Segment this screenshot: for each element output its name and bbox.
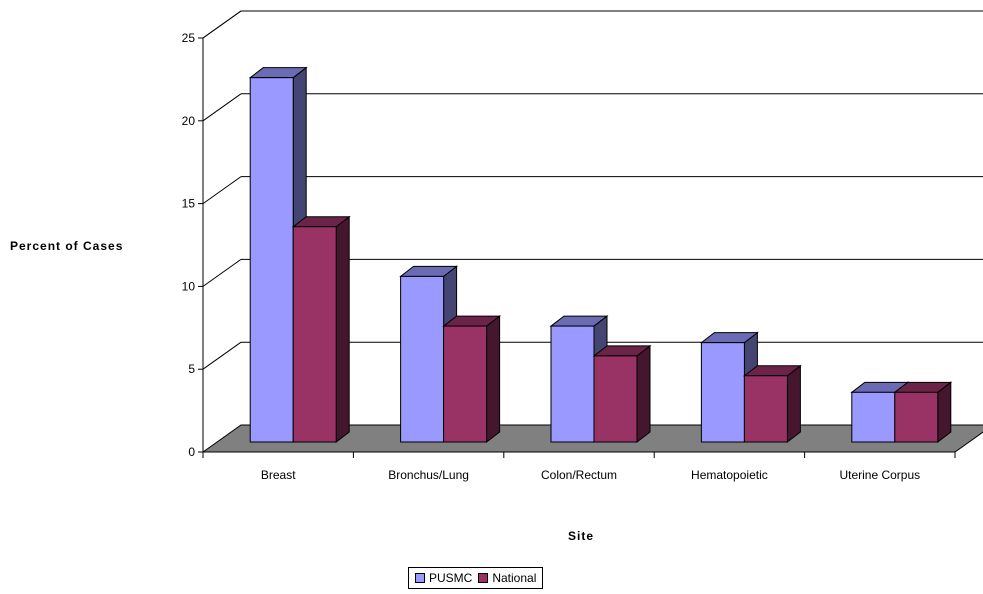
gridline-diagonal: [202, 93, 242, 122]
bar-national-breast: [291, 215, 351, 444]
y-tick-label: 10: [182, 279, 196, 293]
gridline-diagonal: [202, 258, 242, 287]
x-tick-label: Bronchus/Lung: [388, 468, 469, 482]
legend: PUSMC National: [408, 567, 544, 589]
bar-side: [786, 364, 801, 444]
y-axis: 0 5 10 15 20 25: [182, 31, 204, 459]
y-tick-label: 15: [182, 197, 196, 211]
bar-side: [486, 315, 501, 444]
legend-swatch-national: [478, 573, 489, 583]
x-tick-label: Breast: [261, 468, 296, 482]
bar-front: [894, 391, 939, 443]
y-tick-label: 20: [182, 114, 196, 128]
bar-national-bronchus-lung: [442, 315, 502, 444]
bar-front: [400, 275, 445, 443]
bar-front: [249, 77, 294, 443]
legend-item-pusmc: PUSMC: [415, 571, 472, 585]
x-tick-label: Uterine Corpus: [839, 468, 920, 482]
bar-side: [335, 215, 350, 444]
gridline-diagonal: [202, 341, 242, 370]
gridline-diagonal: [202, 176, 242, 205]
bar-pusmc-hematopoietic: [699, 331, 759, 444]
y-tick-label: 0: [188, 445, 195, 459]
bars: [248, 66, 953, 444]
x-axis: Breast Bronchus/Lung Colon/Rectum Hematopoi…: [202, 451, 956, 482]
legend-swatch-pusmc: [415, 573, 425, 583]
bar-front: [550, 325, 595, 443]
bar-side: [636, 344, 651, 444]
bar-front: [593, 355, 638, 443]
y-tick-label: 25: [182, 31, 196, 45]
bar-national-hematopoietic: [742, 364, 802, 444]
legend-item-national: National: [478, 571, 536, 585]
y-tick-label: 5: [188, 362, 195, 376]
bar-front: [443, 325, 488, 443]
gridline-diagonal: [202, 10, 242, 39]
legend-label-pusmc: PUSMC: [429, 571, 473, 585]
bar-front: [743, 375, 788, 443]
x-tick-label: Colon/Rectum: [541, 468, 617, 482]
bar-national-uterine-corpus: [893, 381, 953, 444]
x-tick-label: Hematopoietic: [691, 468, 768, 482]
legend-label-national: National: [492, 571, 537, 585]
bar-front: [292, 226, 337, 443]
bar-front: [700, 342, 745, 443]
gridlines: [202, 10, 983, 370]
bar-national-colon-rectum: [592, 344, 652, 444]
bar-front: [851, 391, 896, 443]
y-axis-title: Percent of Cases: [10, 239, 123, 253]
x-axis-title: Site: [568, 529, 594, 543]
